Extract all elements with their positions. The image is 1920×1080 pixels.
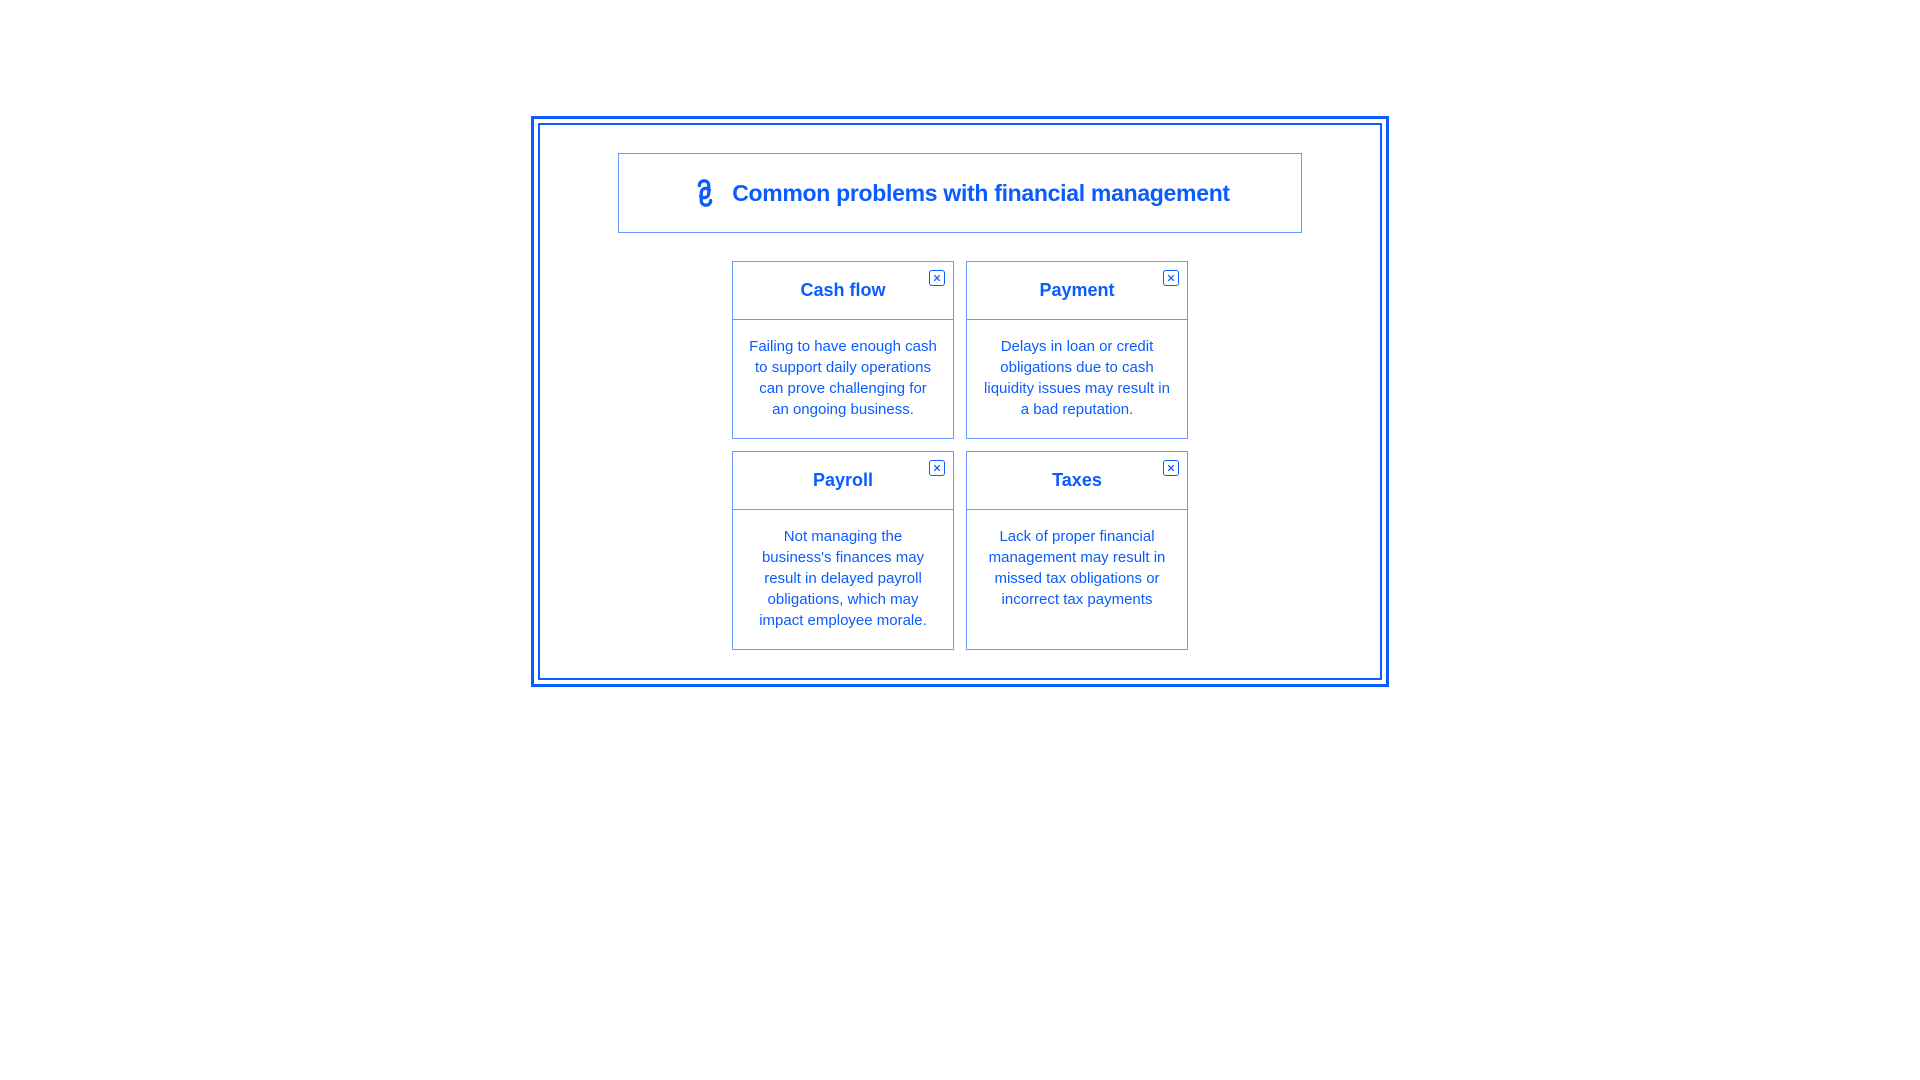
outer-frame: Common problems with financial managemen… — [531, 116, 1389, 687]
card-cash-flow: Cash flow Failing to have enough cash to… — [732, 261, 954, 439]
card-header: Cash flow — [733, 262, 953, 320]
card-description: Failing to have enough cash to support d… — [749, 336, 937, 420]
card-description: Delays in loan or credit obligations due… — [983, 336, 1171, 420]
title-box: Common problems with financial managemen… — [618, 153, 1302, 233]
close-button[interactable] — [1163, 270, 1179, 286]
card-description: Not managing the business's finances may… — [749, 526, 937, 631]
card-header: Taxes — [967, 452, 1187, 510]
card-title: Cash flow — [743, 280, 943, 301]
page-title: Common problems with financial managemen… — [732, 180, 1230, 207]
card-title: Taxes — [977, 470, 1177, 491]
card-body: Failing to have enough cash to support d… — [733, 320, 953, 438]
card-body: Delays in loan or credit obligations due… — [967, 320, 1187, 438]
card-body: Lack of proper financial management may … — [967, 510, 1187, 628]
card-payment: Payment Delays in loan or credit obligat… — [966, 261, 1188, 439]
card-body: Not managing the business's finances may… — [733, 510, 953, 649]
card-payroll: Payroll Not managing the business's fina… — [732, 451, 954, 650]
card-taxes: Taxes Lack of proper financial managemen… — [966, 451, 1188, 650]
close-button[interactable] — [929, 460, 945, 476]
close-button[interactable] — [929, 270, 945, 286]
card-header: Payment — [967, 262, 1187, 320]
cards-grid: Cash flow Failing to have enough cash to… — [562, 261, 1358, 650]
chain-link-icon — [690, 178, 720, 208]
card-header: Payroll — [733, 452, 953, 510]
card-title: Payroll — [743, 470, 943, 491]
close-button[interactable] — [1163, 460, 1179, 476]
card-description: Lack of proper financial management may … — [983, 526, 1171, 610]
inner-frame: Common problems with financial managemen… — [538, 123, 1382, 680]
card-title: Payment — [977, 280, 1177, 301]
